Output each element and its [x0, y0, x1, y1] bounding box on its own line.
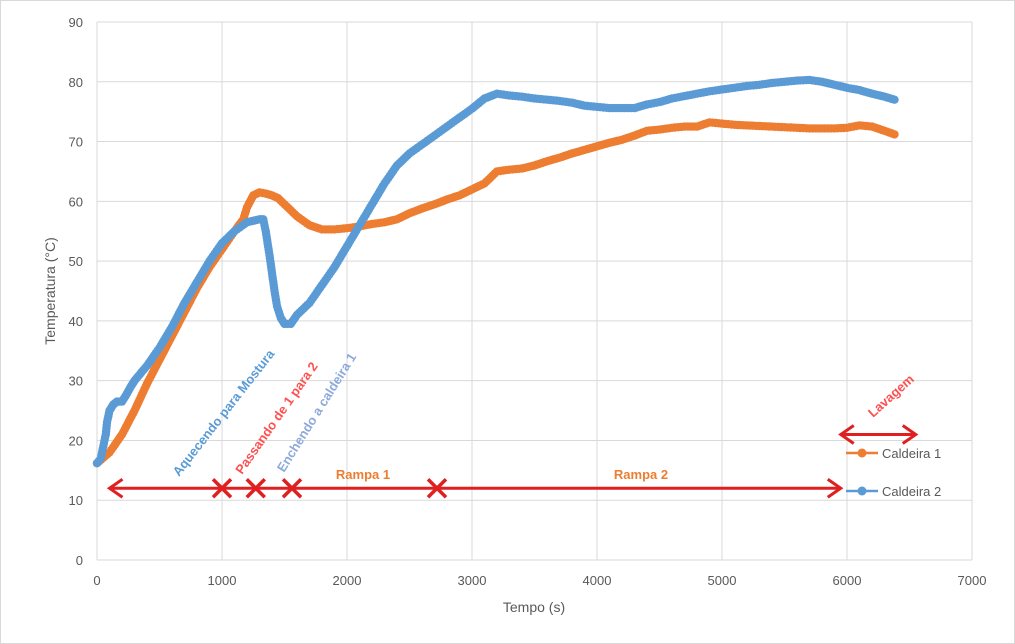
x-tick-label: 0 — [93, 573, 100, 588]
y-tick-label: 80 — [69, 75, 83, 90]
series-layer — [92, 75, 899, 468]
x-tick-label: 6000 — [833, 573, 862, 588]
gridlines — [96, 21, 973, 561]
series-2 — [92, 75, 899, 468]
y-tick-label: 10 — [69, 493, 83, 508]
timeline-arrow — [106, 478, 844, 499]
y-tick-label: 70 — [69, 135, 83, 150]
y-tick-label: 50 — [69, 254, 83, 269]
annotation-lavagem: Lavagem — [865, 371, 917, 420]
tick-labels: 0 10 20 30 40 50 60 70 80 90 0 1000 2000 3000 4000 5000… — [69, 15, 987, 588]
arrow-head-left — [838, 424, 855, 445]
legend-marker-caldeira-1 — [857, 448, 867, 458]
x-tick-label: 7000 — [958, 573, 987, 588]
legend-item-caldeira-1: Caldeira 1 — [846, 446, 941, 461]
timeline-markers — [106, 424, 919, 499]
x-axis-title: Tempo (s) — [503, 599, 565, 615]
lavagem-arrow — [838, 424, 919, 445]
legend-marker-caldeira-2 — [857, 486, 867, 496]
x-tick-label: 2000 — [333, 573, 362, 588]
y-tick-label: 30 — [69, 374, 83, 389]
y-tick-label: 40 — [69, 314, 83, 329]
x-mark-stroke — [426, 478, 448, 499]
y-axis-title: Temperatura (°C) — [42, 237, 58, 345]
annotation-rampa-2: Rampa 2 — [614, 467, 668, 482]
x-tick-label: 4000 — [583, 573, 612, 588]
x-mark — [211, 478, 233, 499]
arrow-head-left — [106, 478, 124, 499]
y-tick-label: 60 — [69, 194, 83, 209]
x-tick-label: 1000 — [208, 573, 237, 588]
legend-item-caldeira-2: Caldeira 2 — [846, 484, 941, 499]
x-mark — [245, 478, 266, 499]
x-mark-stroke — [211, 478, 233, 499]
x-mark-stroke — [281, 478, 303, 499]
series-line — [95, 78, 895, 465]
data-point — [890, 130, 899, 139]
y-tick-label: 20 — [69, 433, 83, 448]
arrow-head-right — [901, 424, 919, 445]
x-mark-stroke — [245, 478, 266, 499]
x-tick-label: 3000 — [458, 573, 487, 588]
annotations: Aquecendo para Mostura Passando de 1 par… — [170, 346, 917, 482]
data-point — [890, 95, 899, 104]
legend-label-caldeira-2: Caldeira 2 — [882, 484, 941, 499]
annotation-rampa-1: Rampa 1 — [336, 467, 390, 482]
x-tick-label: 5000 — [708, 573, 737, 588]
y-tick-label: 90 — [69, 15, 83, 30]
x-mark — [281, 478, 303, 499]
annotation-aquecendo: Aquecendo para Mostura — [170, 346, 278, 479]
y-tick-label: 0 — [76, 553, 83, 568]
legend-label-caldeira-1: Caldeira 1 — [882, 446, 941, 461]
arrow-head-right — [826, 478, 844, 499]
legend: Caldeira 1 Caldeira 2 — [846, 446, 941, 499]
x-mark — [426, 478, 448, 499]
